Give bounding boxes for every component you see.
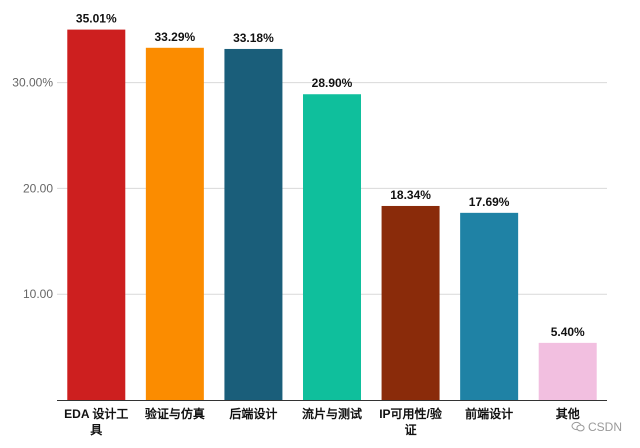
y-tick-label: 10.00: [23, 287, 53, 301]
data-label: 18.34%: [390, 188, 431, 202]
data-label: 28.90%: [312, 76, 353, 90]
data-label: 17.69%: [469, 195, 510, 209]
chat-bubble-icon: [571, 421, 585, 432]
bar: [67, 29, 126, 400]
x-tick-label: 具: [90, 423, 102, 437]
x-tick-label: 验证与仿真: [145, 406, 205, 421]
bar: [381, 205, 440, 400]
watermark: CSDN: [571, 420, 622, 434]
bar: [303, 94, 361, 400]
x-tick-label: 其他: [556, 406, 580, 421]
x-tick-label: 证: [405, 423, 417, 437]
bar: [145, 47, 204, 400]
data-label: 35.01%: [76, 12, 117, 26]
bar: [538, 342, 597, 400]
data-label: 33.29%: [155, 30, 196, 44]
x-tick-label: IP可用性/验: [379, 406, 443, 421]
x-tick-label: EDA 设计工: [64, 406, 128, 421]
data-label: 33.18%: [233, 31, 274, 45]
y-tick-label: 20.00: [23, 181, 53, 195]
x-tick-label: 后端设计: [229, 406, 277, 421]
y-tick-label: 30.00%: [12, 76, 53, 90]
x-tick-label: 前端设计: [465, 406, 513, 421]
bar-layer: [67, 29, 597, 401]
watermark-text: CSDN: [587, 420, 622, 434]
data-label: 5.40%: [551, 325, 585, 339]
x-tick-label: 流片与测试: [302, 406, 362, 421]
bar: [460, 212, 519, 400]
bar: [224, 48, 283, 401]
